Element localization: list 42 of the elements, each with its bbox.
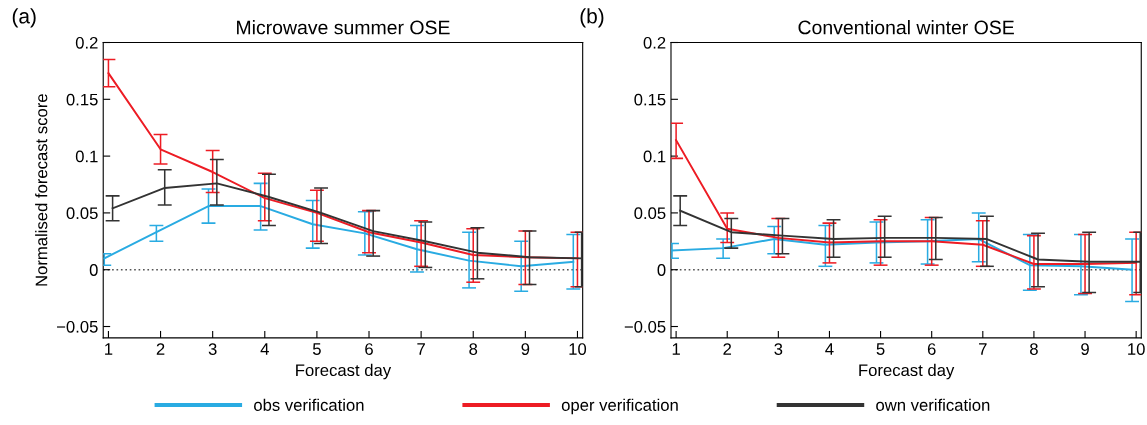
chart-title: Microwave summer OSE	[237, 20, 450, 35]
y-tick-label: 0	[657, 264, 666, 276]
x-tick-label: 6	[365, 343, 373, 355]
y-axis-title: Normalised forecast score	[35, 94, 48, 286]
x-tick-label: 10	[1128, 343, 1145, 355]
x-tick-label: 9	[1081, 343, 1089, 355]
x-tick-label: 4	[260, 343, 269, 355]
y-tick-label: 0.2	[643, 36, 666, 49]
x-tick-label: 2	[723, 343, 732, 355]
x-axis-title: Forecast day	[296, 363, 392, 380]
y-tick-label: −0.05	[57, 320, 98, 333]
x-tick-label: 7	[979, 343, 987, 355]
y-tick-label: 0.05	[634, 207, 666, 220]
x-tick-label: 4	[825, 343, 834, 355]
x-tick-label: 5	[312, 343, 321, 355]
y-tick-label: 0	[89, 264, 98, 276]
y-tick-label: 0.1	[75, 150, 98, 163]
y-tick-label: 0.1	[643, 150, 666, 163]
y-tick-label: −0.05	[624, 320, 666, 333]
x-tick-label: 7	[417, 343, 425, 355]
y-tick-label: 0.05	[66, 207, 98, 220]
x-tick-label: 9	[521, 343, 530, 355]
x-tick-label: 3	[774, 343, 783, 355]
x-axis-title: Forecast day	[859, 363, 955, 380]
text: (b)	[580, 8, 604, 28]
x-tick-label: 5	[876, 343, 885, 355]
legend-label: obs verification	[254, 398, 364, 411]
legend-label: own verification	[876, 398, 990, 411]
legend-label: oper verification	[561, 398, 678, 415]
y-tick-label: 0.15	[634, 93, 666, 106]
x-tick-label: 2	[156, 343, 165, 355]
chart-title: Conventional winter OSE	[798, 20, 1014, 35]
x-tick-label: 1	[672, 343, 680, 355]
x-tick-label: 8	[469, 343, 478, 355]
y-tick-label: 0.2	[75, 36, 98, 49]
x-tick-label: 1	[105, 343, 113, 355]
x-tick-label: 8	[1030, 343, 1038, 355]
y-tick-label: 0.15	[66, 93, 98, 106]
x-tick-label: 3	[208, 343, 217, 355]
x-tick-label: 6	[927, 343, 936, 355]
text: (a)	[12, 8, 36, 28]
x-tick-label: 10	[569, 343, 587, 355]
